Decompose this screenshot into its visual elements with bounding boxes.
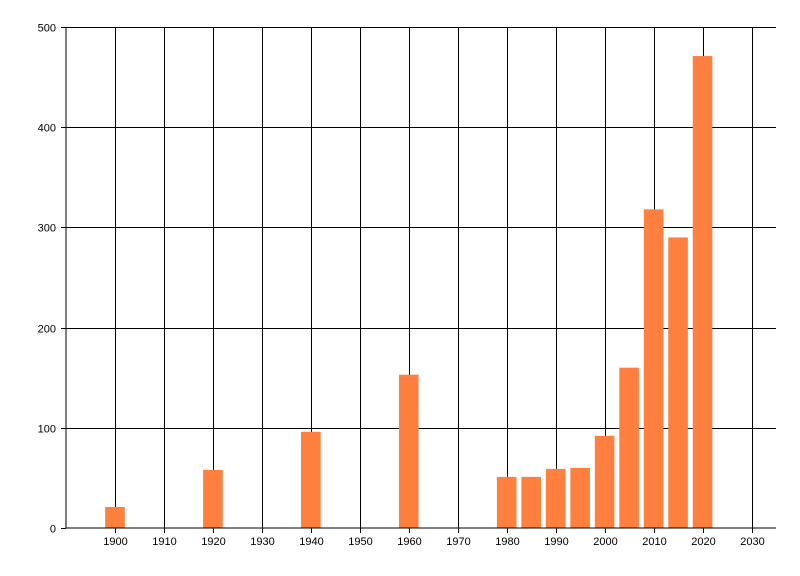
y-tick-label: 500: [38, 23, 56, 35]
y-tick-label: 400: [38, 123, 56, 135]
y-axis-ticks: 0 100 200 300 400 500: [38, 23, 66, 536]
x-tick-label: 1960: [397, 536, 421, 548]
x-tick-label: 1930: [250, 536, 274, 548]
bar: [496, 476, 517, 528]
y-tick-label: 0: [50, 524, 56, 536]
bar: [545, 468, 566, 528]
x-tick-label: 1920: [201, 536, 225, 548]
x-tick-label: 2010: [642, 536, 666, 548]
x-tick-label: 1910: [152, 536, 176, 548]
bar: [398, 374, 419, 528]
x-tick-label: 1970: [446, 536, 470, 548]
bar: [301, 431, 321, 528]
bar: [570, 467, 590, 528]
y-tick-label: 100: [38, 424, 56, 436]
bar: [594, 435, 615, 528]
bar: [668, 237, 688, 529]
x-tick-label: 2030: [740, 536, 764, 548]
x-tick-label: 1900: [103, 536, 127, 548]
bar: [643, 209, 664, 528]
y-tick-label: 300: [38, 223, 56, 235]
bar: [105, 506, 125, 528]
x-tick-label: 2000: [593, 536, 617, 548]
bar: [521, 476, 541, 528]
x-tick-label: 1950: [348, 536, 372, 548]
bars: [105, 56, 713, 529]
x-tick-label: 1980: [495, 536, 519, 548]
axes: [65, 27, 776, 529]
x-tick-label: 1990: [544, 536, 568, 548]
bar: [692, 56, 713, 529]
x-tick-label: 1940: [299, 536, 323, 548]
bar: [619, 367, 639, 528]
bar: [203, 469, 223, 528]
x-tick-label: 2020: [691, 536, 715, 548]
y-tick-label: 200: [38, 324, 56, 336]
x-axis-ticks: 1900 1910 1920 1930 1940 1950 1960 1970 1980 1990…: [103, 528, 765, 548]
